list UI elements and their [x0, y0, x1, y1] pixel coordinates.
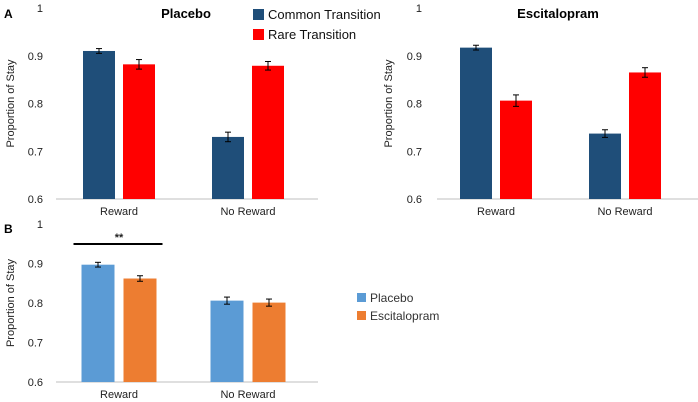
bar: [589, 133, 621, 199]
y-axis-label: Proportion of Stay: [5, 59, 17, 148]
bar: [252, 302, 286, 382]
legend-label-common: Common Transition: [268, 7, 381, 22]
y-tick-label: 0.6: [28, 377, 43, 389]
x-category-label: No Reward: [220, 206, 275, 218]
y-tick-label: 0.6: [407, 194, 422, 206]
y-tick-label: 0.8: [28, 298, 43, 310]
x-category-label: Reward: [477, 206, 515, 218]
chart-title: Placebo: [161, 6, 211, 21]
bar: [123, 278, 157, 382]
bar: [123, 64, 155, 199]
chart-escitalopram: Escitalopram Proportion of Stay 0.6 0.7 0.8 0…: [383, 3, 698, 218]
y-tick-label: 0.9: [28, 51, 43, 63]
bar: [210, 300, 244, 382]
y-tick-label: 1: [416, 3, 422, 15]
x-category-label: No Reward: [220, 389, 275, 401]
chart-placebo: Placebo Proportion of Stay 0.6 0.7 0.8 0.9 1 Re…: [5, 3, 318, 218]
y-tick-label: 0.8: [407, 99, 422, 111]
bar: [629, 72, 661, 199]
bar: [83, 50, 115, 199]
y-tick-label: 1: [37, 219, 43, 231]
bar: [460, 47, 492, 199]
chart-combined: Proportion of Stay 0.6 0.7 0.8 0.9 1 Reward No …: [5, 219, 318, 401]
y-tick-label: 0.8: [28, 99, 43, 111]
bar: [252, 65, 284, 199]
y-tick-label: 1: [37, 3, 43, 15]
y-tick-label: 0.7: [28, 338, 43, 350]
legend-swatch-rare: [253, 29, 264, 40]
x-category-label: No Reward: [597, 206, 652, 218]
y-tick-label: 0.7: [407, 146, 422, 158]
y-axis-label: Proportion of Stay: [5, 258, 17, 347]
bar: [81, 264, 115, 382]
chart-title: Escitalopram: [517, 6, 599, 21]
x-category-label: Reward: [100, 389, 138, 401]
legend-top: Common Transition Rare Transition: [253, 7, 381, 42]
y-axis-label: Proportion of Stay: [383, 59, 395, 148]
significance-stars: **: [115, 232, 124, 244]
y-tick-label: 0.6: [28, 194, 43, 206]
legend-label-rare: Rare Transition: [268, 27, 356, 42]
panel-label-b: B: [4, 222, 13, 236]
legend-label-placebo: Placebo: [370, 291, 414, 305]
legend-swatch-escitalopram: [357, 311, 366, 320]
legend-swatch-placebo: [357, 293, 366, 302]
x-category-label: Reward: [100, 206, 138, 218]
panel-label-a: A: [4, 7, 13, 21]
legend-bottom: Placebo Escitalopram: [357, 291, 439, 323]
y-tick-label: 0.9: [28, 259, 43, 271]
legend-label-escitalopram: Escitalopram: [370, 309, 439, 323]
bar: [500, 100, 532, 199]
bar: [212, 136, 244, 199]
y-tick-label: 0.7: [28, 146, 43, 158]
legend-swatch-common: [253, 9, 264, 20]
y-tick-label: 0.9: [407, 51, 422, 63]
